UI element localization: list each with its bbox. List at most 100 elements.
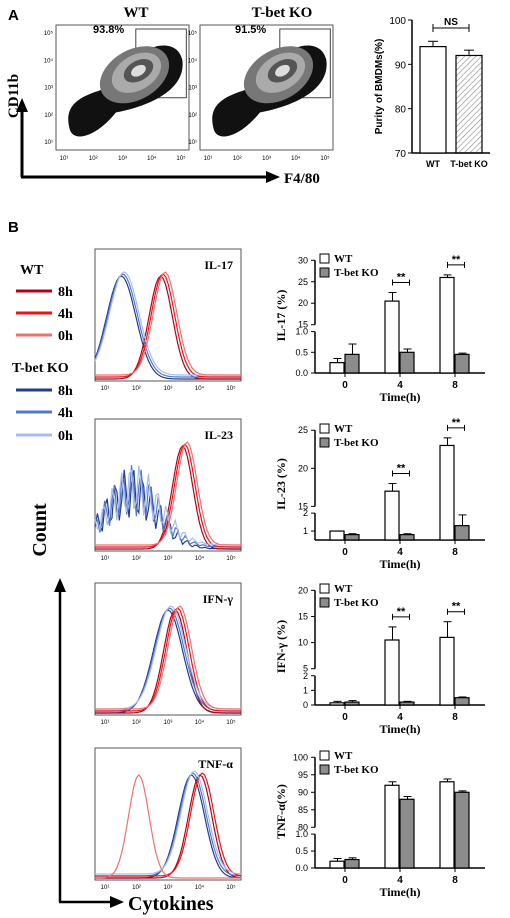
ytick-label: 0.5	[295, 347, 308, 357]
histogram-title: IL-17	[204, 258, 233, 272]
gate-percent-wt: 93.8%	[93, 24, 124, 36]
flow-xtick-label: 10³	[262, 156, 271, 162]
flow-plot-wt: 10¹ 10¹ 10² 10² 10³ 10³ 10⁴ 10⁴ 10⁵ 10⁵	[44, 24, 190, 162]
histogram-xtick-label: 10⁵	[226, 385, 236, 392]
cytokines-arrowhead-icon	[110, 896, 124, 908]
histogram-curve	[95, 275, 241, 380]
ytick-label: 0.5	[295, 846, 308, 856]
histogram-xtick-label: 10⁴	[195, 555, 205, 562]
legend-label: T-bet KO	[334, 764, 379, 776]
histogram-xtick-label: 10²	[132, 885, 141, 891]
histogram-curve	[94, 465, 241, 546]
histogram-curve	[95, 605, 241, 710]
flow-plot-ko: 10¹ 10¹ 10² 10² 10³ 10³ 10⁴ 10⁴ 10⁵ 10⁵	[188, 24, 334, 162]
histogram-xtick-label: 10³	[164, 386, 173, 392]
ytick-label: 85	[298, 805, 308, 815]
legend-wt-0h-label: 0h	[58, 329, 73, 344]
legend-label: T-bet KO	[334, 267, 379, 279]
histogram-xtick-label: 10²	[132, 720, 141, 726]
flow-ytick-label: 10²	[44, 113, 53, 119]
histogram-title: IFN-γ	[203, 592, 234, 606]
panel-b-label: B	[8, 219, 19, 236]
histogram-curve	[94, 271, 241, 376]
ytick-label: 10	[298, 638, 308, 648]
ytick-label: 25	[298, 425, 308, 435]
bar-wt	[439, 276, 455, 374]
flow-xtick-label: 10¹	[204, 156, 213, 162]
purity-ylabel: Purity of BMDMs(%)	[374, 39, 385, 135]
histogram-xtick-label: 10⁴	[195, 719, 205, 726]
legend-label: T-bet KO	[334, 597, 379, 609]
histogram-frame	[94, 582, 242, 716]
significance-label: **	[397, 606, 406, 618]
bar-wt	[439, 636, 455, 706]
ylabel-arrowhead-icon	[16, 98, 28, 112]
ytick-label: 1	[303, 526, 308, 536]
chart-ylabel: IFN-γ (%)	[274, 620, 288, 673]
count-arrowhead-icon	[54, 578, 66, 592]
xtick-label: 0	[342, 875, 348, 886]
flow-ylabel: CD11b	[6, 74, 22, 118]
histogram-title: IL-23	[204, 428, 233, 442]
timecourse-chart-1: 0.0 0.5 1.015 20 25 30 IL-17 (%) Time(h) 0 4 ** 8 **…	[274, 253, 485, 404]
bar-ko	[344, 534, 360, 541]
flow-ytick-label: 10⁵	[188, 30, 198, 37]
histogram-curve	[95, 443, 241, 548]
xtick-label: 4	[397, 547, 403, 558]
legend-label: T-bet KO	[334, 437, 379, 449]
histogram-frame	[94, 248, 242, 382]
histogram-xtick-label: 10¹	[101, 386, 110, 392]
flow-xtick-label: 10²	[89, 156, 98, 162]
histogram-curve	[95, 605, 241, 710]
ytick-label: 1.0	[295, 327, 308, 337]
histogram-xtick-label: 10⁵	[226, 555, 236, 562]
histogram-0: IL-17 10¹ 10² 10³ 10⁴ 10⁵	[94, 248, 242, 392]
flow-plot-frame	[55, 24, 190, 151]
histogram-curve	[94, 465, 241, 548]
histogram-curve	[95, 445, 241, 550]
ytick-label: 1.0	[295, 829, 308, 839]
histogram-curve	[95, 774, 241, 879]
legend-swatch	[319, 437, 330, 448]
ytick-label: 20	[298, 298, 308, 308]
bar-ko	[399, 534, 415, 541]
ytick-label: 5	[303, 664, 308, 674]
legend-ko-8h-label: 8h	[58, 384, 73, 399]
legend-ko-0h-label: 0h	[58, 429, 73, 444]
ns-annotation: NS	[444, 17, 458, 28]
ytick-label: 0.0	[295, 863, 308, 873]
flow-xtick-label: 10⁴	[291, 155, 301, 162]
xtick-label: 8	[452, 712, 458, 723]
flow-plot-frame	[199, 24, 334, 151]
histogram-xtick-label: 10³	[164, 885, 173, 891]
chart-xlabel: Time(h)	[379, 390, 420, 404]
histogram-curve	[95, 607, 241, 712]
histogram-1: IL-23 10¹ 10² 10³ 10⁴ 10⁵	[94, 418, 242, 562]
legend-swatch	[319, 597, 330, 608]
significance-label: **	[397, 272, 406, 284]
histogram-curve	[95, 271, 241, 376]
histogram-curve	[95, 441, 241, 546]
bar-ko	[454, 791, 470, 869]
legend-wt-title: WT	[20, 263, 44, 278]
histogram-3: TNF-α 10¹ 10² 10³ 10⁴ 10⁵	[94, 747, 242, 891]
bar-ko	[399, 798, 415, 869]
legend-label: WT	[334, 253, 353, 265]
purity-category-label: WT	[426, 159, 440, 169]
flow-title-wt: WT	[123, 5, 148, 21]
histogram-xtick-label: 10¹	[101, 556, 110, 562]
histogram-xtick-label: 10²	[132, 386, 141, 392]
xlabel-arrowhead-icon	[266, 171, 280, 183]
histogram-frame	[94, 418, 242, 552]
ytick-label: 30	[298, 255, 308, 265]
flow-xtick-label: 10³	[118, 156, 127, 162]
flow-xtick-label: 10¹	[60, 156, 69, 162]
xtick-label: 8	[452, 875, 458, 886]
bar-wt	[384, 300, 400, 374]
purity-ytick-label: 70	[395, 149, 407, 160]
purity-category-label: T-bet KO	[450, 159, 488, 169]
chart-ylabel: IL-17 (%)	[274, 290, 288, 342]
flow-xtick-label: 10⁴	[147, 155, 157, 162]
histogram-stack: IL-17 10¹ 10² 10³ 10⁴ 10⁵ IL-23 10¹ 10² 10³ 10⁴ 10⁵…	[94, 248, 242, 891]
